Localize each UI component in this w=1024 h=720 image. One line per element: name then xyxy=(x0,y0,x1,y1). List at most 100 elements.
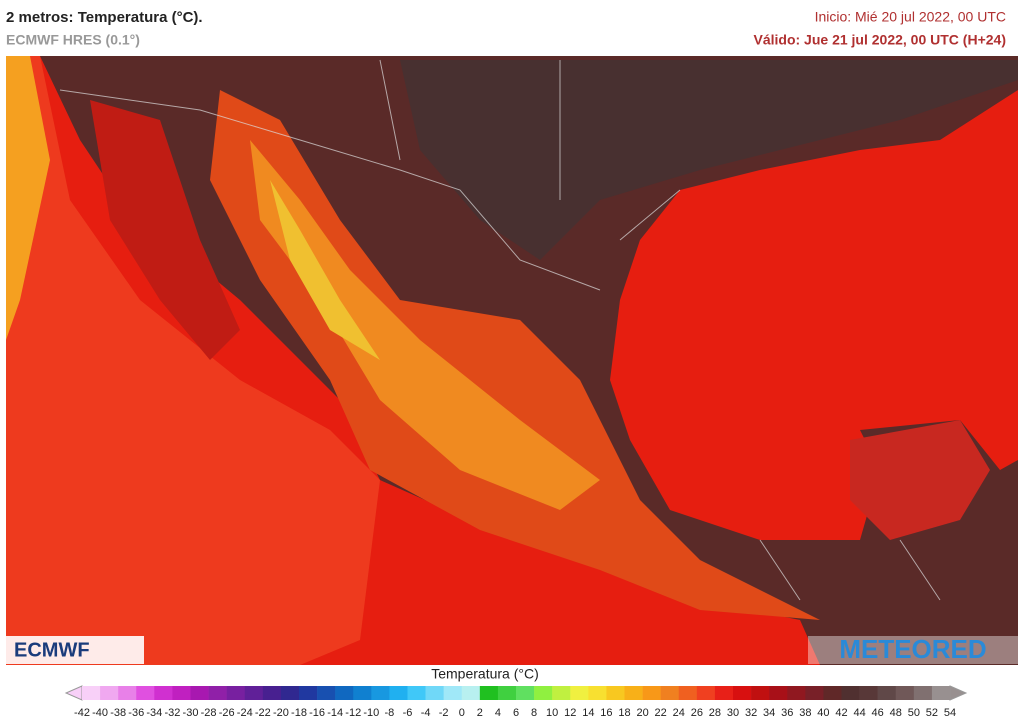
legend-tick-label: -6 xyxy=(403,707,413,719)
legend-tick-label: 14 xyxy=(582,707,594,719)
legend-cell xyxy=(516,686,535,700)
ecmwf-logo-box xyxy=(6,636,144,664)
legend-tick-label: -28 xyxy=(201,707,217,719)
legend-cell xyxy=(769,686,788,700)
legend-tick-label: 50 xyxy=(908,707,920,719)
legend-tick-label: -32 xyxy=(164,707,180,719)
legend-tick-label: 28 xyxy=(709,707,721,719)
legend-tick-label: -4 xyxy=(421,707,431,719)
legend-tick-label: 52 xyxy=(926,707,938,719)
legend-tick-label: -14 xyxy=(327,707,343,719)
legend: -42 -40 -38 -36 -34 -32 -30 -28 -26 -24 -22 -20 -18-… xyxy=(64,685,968,719)
legend-tick-label: 12 xyxy=(564,707,576,719)
yucatan xyxy=(850,420,990,540)
pacific-warm-strip xyxy=(6,56,50,340)
legend-tick-label: 44 xyxy=(853,707,865,719)
legend-cell xyxy=(588,686,607,700)
legend-cell xyxy=(335,686,354,700)
legend-cell xyxy=(443,686,463,700)
legend-tick-label: 0 xyxy=(459,707,465,719)
title: 2 metros: Temperatura (°C). xyxy=(6,9,203,26)
ecmwf-logo: ECMWF xyxy=(14,639,90,661)
legend-tick-label: -42 xyxy=(74,707,90,719)
legend-cell xyxy=(100,686,119,700)
legend-cell xyxy=(154,686,173,700)
land-highlands xyxy=(250,140,600,510)
legend-tick-label: 54 xyxy=(944,707,956,719)
legend-tick-label: 36 xyxy=(781,707,793,719)
legend-tick-label: 20 xyxy=(636,707,648,719)
legend-cell xyxy=(913,686,933,700)
legend-cell xyxy=(552,686,571,700)
subtitle: ECMWF HRES (0.1°) xyxy=(6,32,140,48)
legend-tick-label: 32 xyxy=(745,707,757,719)
legend-cell xyxy=(606,686,625,700)
borders xyxy=(59,59,941,601)
meteored-logo: METEORED xyxy=(839,634,986,664)
legend-tick-label: -34 xyxy=(146,707,162,719)
legend-cell xyxy=(660,686,680,700)
legend-tick-label: 18 xyxy=(618,707,630,719)
legend-cell xyxy=(895,686,915,700)
legend-cell xyxy=(624,686,643,700)
legend-cell xyxy=(497,686,517,700)
legend-tick-label: -12 xyxy=(345,707,361,719)
legend-cell xyxy=(317,686,336,700)
legend-cell xyxy=(82,686,101,700)
legend-arrow-left xyxy=(64,685,83,701)
start-time: Inicio: Mié 20 jul 2022, 00 UTC xyxy=(815,9,1006,25)
legend-tick-label: -20 xyxy=(273,707,289,719)
legend-tick-label: 22 xyxy=(655,707,667,719)
baja-california xyxy=(90,100,240,360)
legend-tick-label: 8 xyxy=(531,707,537,719)
legend-tick-label: 24 xyxy=(673,707,685,719)
legend-cell xyxy=(733,686,752,700)
legend-cell xyxy=(190,686,209,700)
legend-cell xyxy=(570,686,589,700)
legend-tick-label: -36 xyxy=(128,707,144,719)
legend-cell xyxy=(389,686,408,700)
legend-tick-label: -10 xyxy=(363,707,379,719)
legend-tick-label: -26 xyxy=(219,707,235,719)
legend-cell xyxy=(262,686,282,700)
pacific-ocean xyxy=(6,56,380,665)
legend-arrow-right xyxy=(949,685,968,701)
legend-cell xyxy=(877,686,897,700)
legend-cell xyxy=(226,686,246,700)
legend-tick-label: -40 xyxy=(92,707,108,719)
legend-tick-label: 42 xyxy=(835,707,847,719)
legend-tick-label: -30 xyxy=(183,707,199,719)
legend-cell xyxy=(696,686,716,700)
legend-tick-label: 4 xyxy=(495,707,501,719)
legend-cell xyxy=(299,686,318,700)
valid-time: Válido: Jue 21 jul 2022, 00 UTC (H+24) xyxy=(754,32,1007,48)
legend-cell xyxy=(280,686,300,700)
legend-cell xyxy=(371,686,390,700)
legend-tick-label: 2 xyxy=(477,707,483,719)
legend-tick-label: -8 xyxy=(385,707,395,719)
legend-cell xyxy=(751,686,770,700)
legend-cell xyxy=(425,686,444,700)
legend-tick-label: -16 xyxy=(309,707,325,719)
legend-cell xyxy=(353,686,372,700)
legend-cell xyxy=(642,686,661,700)
legend-tick-label: 16 xyxy=(600,707,612,719)
legend-cell xyxy=(787,686,806,700)
legend-tick-label: 48 xyxy=(890,707,902,719)
legend-cell xyxy=(136,686,155,700)
legend-cell xyxy=(841,686,860,700)
legend-tick-label: -24 xyxy=(237,707,253,719)
legend-tick-label: 40 xyxy=(817,707,829,719)
legend-title: Temperatura (°C) xyxy=(431,666,539,682)
legend-cell xyxy=(208,686,227,700)
map: ECMWF METEORED xyxy=(6,56,1018,665)
legend-tick-label: -38 xyxy=(110,707,126,719)
legend-cell xyxy=(859,686,878,700)
legend-cell xyxy=(461,686,481,700)
legend-tick-label: -18 xyxy=(291,707,307,719)
legend-cell xyxy=(172,686,191,700)
land-sierra-warm xyxy=(210,90,820,620)
legend-tick-label: 6 xyxy=(513,707,519,719)
legend-tick-label: 30 xyxy=(727,707,739,719)
